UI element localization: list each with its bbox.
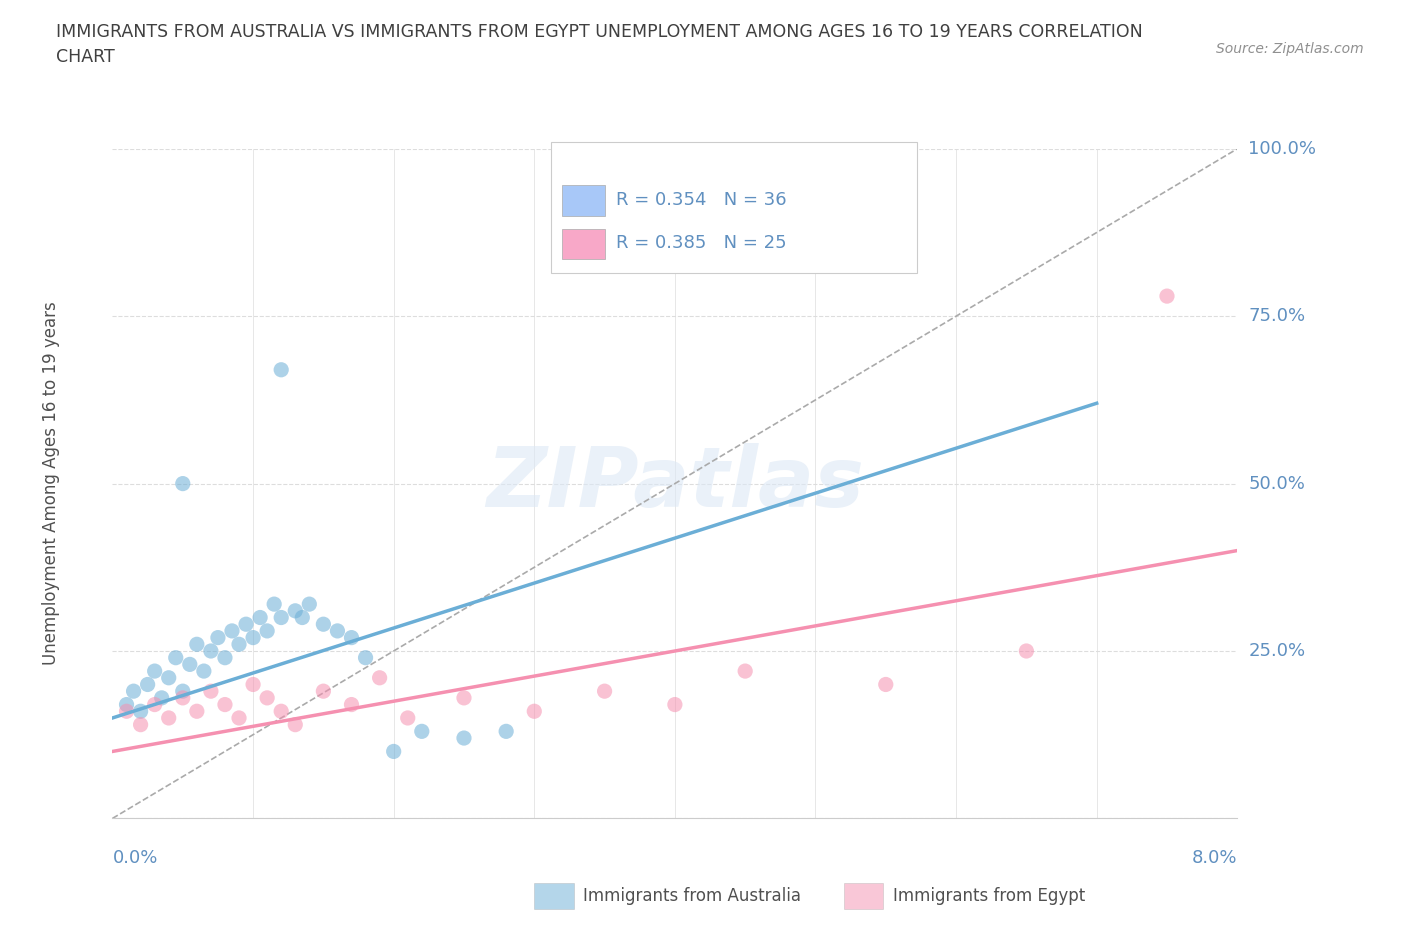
Point: [115, 698, 138, 712]
Point: [1156, 288, 1178, 303]
Point: [193, 664, 215, 679]
Text: 75.0%: 75.0%: [1249, 307, 1306, 326]
Point: [312, 684, 335, 698]
Point: [453, 731, 475, 746]
Point: [249, 610, 271, 625]
Text: 25.0%: 25.0%: [1249, 642, 1306, 660]
Point: [200, 684, 222, 698]
Point: [136, 677, 159, 692]
Text: 8.0%: 8.0%: [1192, 848, 1237, 867]
Point: [143, 664, 166, 679]
Point: [228, 711, 250, 725]
Point: [242, 631, 264, 645]
Point: [172, 690, 194, 705]
Point: [179, 657, 201, 671]
Point: [115, 704, 138, 719]
Text: Immigrants from Egypt: Immigrants from Egypt: [893, 886, 1085, 905]
Point: [256, 623, 278, 638]
Point: [129, 704, 152, 719]
Point: [172, 476, 194, 491]
Point: [150, 690, 173, 705]
Point: [284, 717, 307, 732]
Text: 0.0%: 0.0%: [112, 848, 157, 867]
Point: [214, 698, 236, 712]
Point: [340, 631, 363, 645]
Point: [495, 724, 517, 738]
Point: [664, 698, 686, 712]
Point: [228, 637, 250, 652]
Point: [207, 631, 229, 645]
Text: R = 0.385   N = 25: R = 0.385 N = 25: [616, 234, 786, 252]
Point: [157, 671, 180, 685]
Point: [165, 650, 187, 665]
Text: 50.0%: 50.0%: [1249, 474, 1305, 493]
Point: [312, 617, 335, 631]
Point: [875, 677, 897, 692]
Point: [200, 644, 222, 658]
Point: [186, 637, 208, 652]
Point: [186, 704, 208, 719]
Point: [1015, 644, 1038, 658]
Point: [270, 704, 292, 719]
Point: [382, 744, 405, 759]
Point: [291, 610, 314, 625]
Point: [734, 664, 756, 679]
Point: [368, 671, 391, 685]
Point: [172, 684, 194, 698]
Point: [256, 690, 278, 705]
Point: [453, 690, 475, 705]
Point: [411, 724, 433, 738]
Text: Unemployment Among Ages 16 to 19 years: Unemployment Among Ages 16 to 19 years: [42, 301, 59, 666]
Text: ZIPatlas: ZIPatlas: [486, 443, 863, 525]
Point: [122, 684, 145, 698]
Point: [263, 597, 285, 612]
Point: [284, 604, 307, 618]
Text: Source: ZipAtlas.com: Source: ZipAtlas.com: [1216, 42, 1364, 56]
Point: [593, 684, 616, 698]
Point: [214, 650, 236, 665]
Point: [129, 717, 152, 732]
Point: [396, 711, 419, 725]
Point: [221, 623, 243, 638]
Point: [143, 698, 166, 712]
Text: Immigrants from Australia: Immigrants from Australia: [583, 886, 801, 905]
Text: IMMIGRANTS FROM AUSTRALIA VS IMMIGRANTS FROM EGYPT UNEMPLOYMENT AMONG AGES 16 TO: IMMIGRANTS FROM AUSTRALIA VS IMMIGRANTS …: [56, 23, 1143, 41]
Point: [242, 677, 264, 692]
Point: [326, 623, 349, 638]
Point: [523, 704, 546, 719]
Point: [340, 698, 363, 712]
Point: [270, 363, 292, 378]
Text: 100.0%: 100.0%: [1249, 140, 1316, 158]
Text: CHART: CHART: [56, 48, 115, 66]
Point: [270, 610, 292, 625]
Point: [354, 650, 377, 665]
Point: [157, 711, 180, 725]
Point: [298, 597, 321, 612]
Text: R = 0.354   N = 36: R = 0.354 N = 36: [616, 191, 786, 209]
Point: [235, 617, 257, 631]
